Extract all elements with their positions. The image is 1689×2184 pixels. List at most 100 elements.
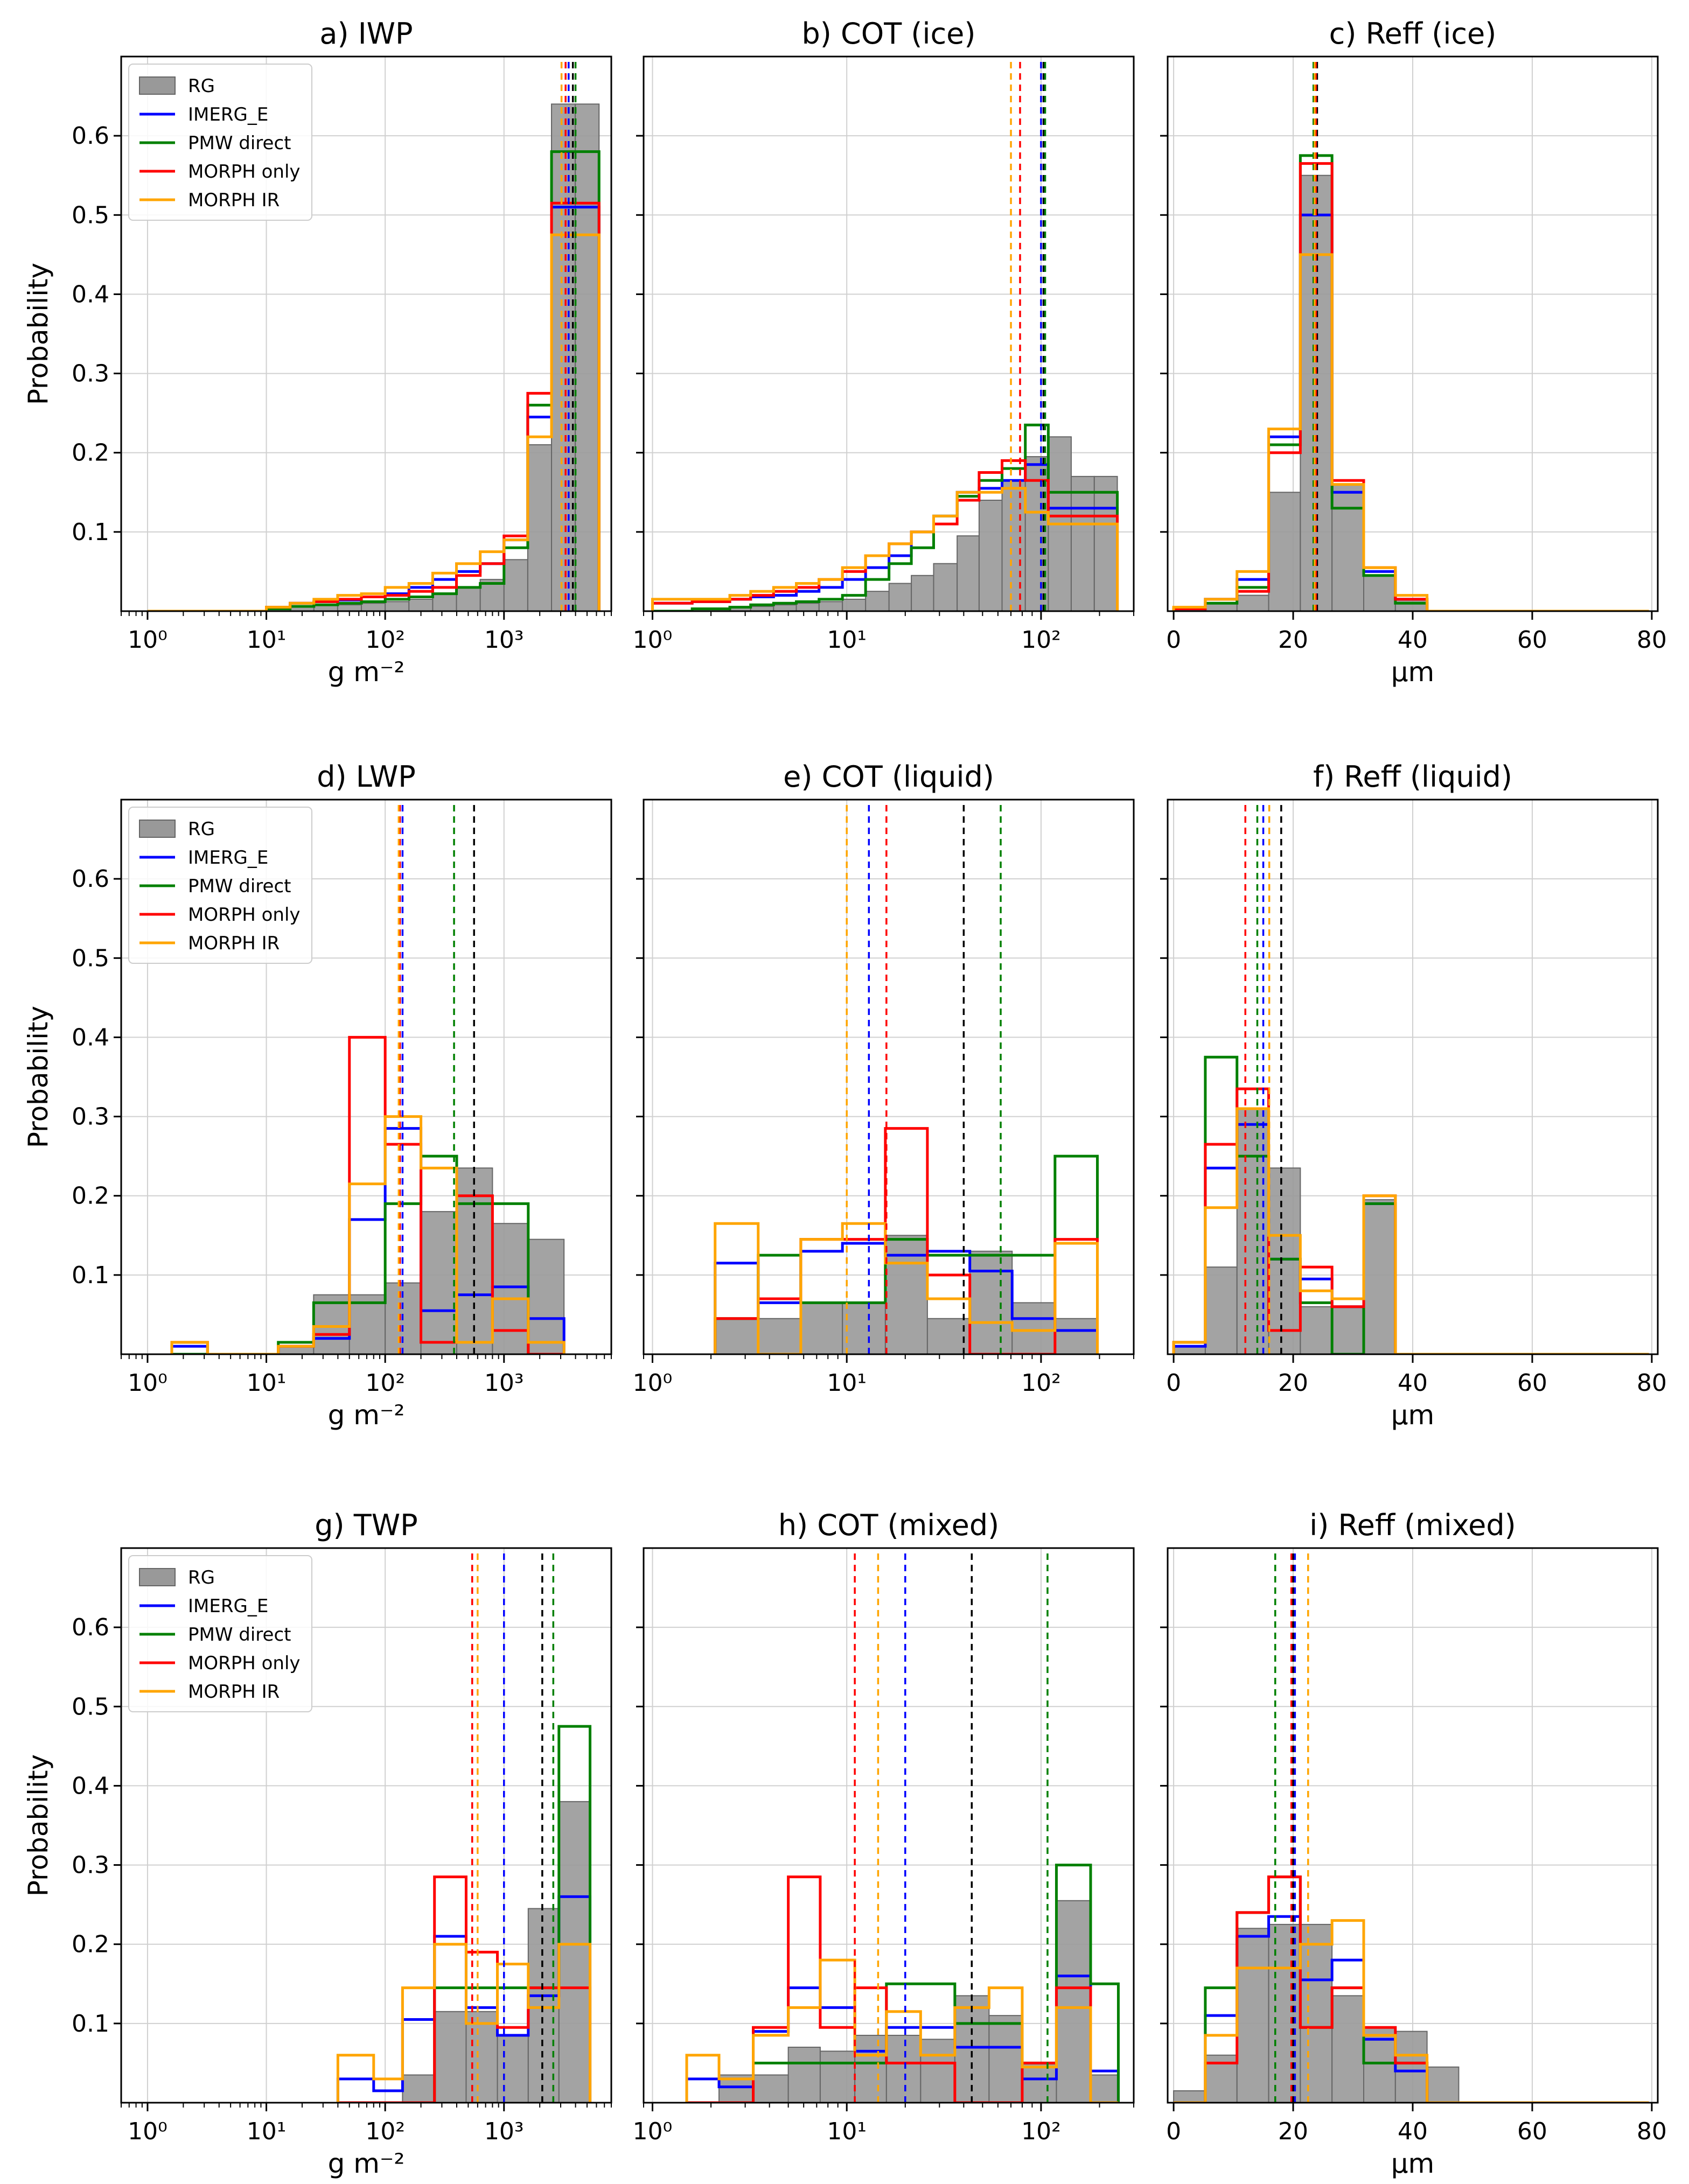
bar-rg bbox=[920, 2039, 955, 2103]
bar-rg bbox=[957, 535, 980, 611]
bar-rg bbox=[954, 1995, 990, 2103]
plot-area bbox=[147, 57, 601, 611]
bar-rg bbox=[402, 2074, 435, 2103]
bar-rg bbox=[773, 604, 797, 611]
panel-title: e) COT (liquid) bbox=[783, 760, 994, 794]
plot-area bbox=[651, 57, 1119, 611]
bar-rg bbox=[1204, 1266, 1238, 1354]
legend: RG IMERG_E PMW direct MORPH only MORPH IR bbox=[128, 1555, 312, 1712]
x-tick-label: 80 bbox=[1637, 1369, 1667, 1397]
plot-area bbox=[170, 800, 566, 1354]
bar-rg bbox=[492, 1223, 529, 1354]
bar-rg bbox=[969, 1250, 1013, 1354]
x-tick-label: 20 bbox=[1278, 2118, 1308, 2145]
plot-area bbox=[1172, 57, 1649, 611]
y-axis-label: Probability bbox=[23, 1754, 54, 1896]
legend-swatch-rg bbox=[139, 820, 176, 838]
x-tick-label: 0 bbox=[1166, 626, 1181, 654]
bar-rg bbox=[1331, 1306, 1364, 1354]
legend-label: IMERG_E bbox=[188, 104, 268, 125]
plot-area bbox=[336, 1548, 592, 2103]
y-tick-label: 0.2 bbox=[72, 1931, 109, 1958]
legend-box bbox=[128, 64, 312, 221]
bar-rg bbox=[337, 604, 362, 611]
x-tick-label: 10³ bbox=[484, 1369, 524, 1397]
chart-panel-7: 0.1 0.2 0.3 0.4 0.5 0.6 10⁰ 10¹ 10² 10³ g) TWP g m⁻… bbox=[23, 1508, 612, 2179]
x-tick-label: 10³ bbox=[484, 626, 524, 654]
x-axis-label: µm bbox=[1391, 2148, 1435, 2179]
y-tick-label: 0.3 bbox=[72, 1103, 109, 1131]
x-tick-label: 10² bbox=[365, 1369, 405, 1397]
bar-rg bbox=[465, 2011, 498, 2103]
legend-box bbox=[128, 807, 312, 964]
bar-rg bbox=[911, 575, 934, 611]
x-tick-label: 40 bbox=[1398, 1369, 1428, 1397]
bar-rg bbox=[795, 603, 820, 611]
bar-rg bbox=[1394, 2031, 1428, 2103]
chart-panel-5: 10⁰ 10¹ 10² e) COT (liquid) bbox=[633, 760, 1135, 1397]
step-pmw-direct bbox=[338, 1725, 592, 2103]
y-tick-label: 0.1 bbox=[72, 2010, 109, 2038]
grid bbox=[644, 1548, 1134, 2103]
step-imerg-e bbox=[1172, 213, 1649, 611]
x-tick-label: 20 bbox=[1278, 1369, 1308, 1397]
bar-rg bbox=[714, 1318, 759, 1354]
chart-panel-4: 0.1 0.2 0.3 0.4 0.5 0.6 10⁰ 10¹ 10² 10³ d) LWP g m⁻… bbox=[23, 760, 612, 1431]
y-tick-label: 0.4 bbox=[72, 281, 109, 308]
y-tick-label: 0.5 bbox=[72, 201, 109, 229]
bar-rg bbox=[558, 1801, 591, 2103]
y-tick-label: 0.6 bbox=[72, 1614, 109, 1641]
bar-rg bbox=[800, 1302, 843, 1354]
legend-box bbox=[128, 1555, 312, 1712]
y-tick-label: 0.1 bbox=[72, 1262, 109, 1289]
x-tick-label: 0 bbox=[1166, 1369, 1181, 1397]
bar-rg bbox=[1021, 2062, 1057, 2103]
bar-rg bbox=[865, 591, 890, 611]
legend-label: PMW direct bbox=[188, 1624, 291, 1646]
x-tick-label: 80 bbox=[1637, 626, 1667, 654]
x-tick-label: 10⁰ bbox=[128, 2118, 167, 2145]
legend-label: IMERG_E bbox=[188, 1595, 268, 1617]
legend-label: MORPH only bbox=[188, 161, 301, 183]
bar-rg bbox=[885, 2034, 922, 2103]
bar-rg bbox=[527, 444, 553, 611]
legend-label: PMW direct bbox=[188, 876, 291, 897]
x-tick-label: 10¹ bbox=[247, 1369, 287, 1397]
chart-panel-2: 10⁰ 10¹ 10² b) COT (ice) bbox=[633, 17, 1135, 654]
x-tick-label: 10² bbox=[1021, 2118, 1061, 2145]
legend-label: PMW direct bbox=[188, 132, 291, 154]
x-axis-label: µm bbox=[1391, 656, 1435, 688]
panel-title: i) Reff (mixed) bbox=[1309, 1508, 1516, 1542]
step-pmw-direct bbox=[687, 1864, 1120, 2103]
bar-rg bbox=[1268, 492, 1301, 611]
bar-rg bbox=[385, 601, 410, 611]
step-morph-ir bbox=[1172, 1107, 1649, 1354]
panel-title: g) TWP bbox=[315, 1508, 417, 1542]
bar-rg bbox=[1054, 1318, 1098, 1354]
x-tick-label: 10⁰ bbox=[633, 2118, 673, 2145]
x-tick-label: 10⁰ bbox=[128, 626, 167, 654]
step-morph-ir bbox=[1172, 253, 1649, 611]
bar-rg bbox=[1331, 1995, 1364, 2103]
bar-rg bbox=[1363, 1199, 1396, 1354]
x-tick-label: 10³ bbox=[484, 2118, 524, 2145]
bar-rg bbox=[1011, 1302, 1056, 1354]
bar-rg bbox=[361, 603, 386, 611]
y-axis-label: Probability bbox=[23, 1006, 54, 1148]
bar-rg bbox=[1090, 2074, 1119, 2103]
legend-swatch-rg bbox=[139, 1568, 176, 1586]
step-pmw-direct bbox=[652, 423, 1119, 611]
grid bbox=[1168, 57, 1658, 611]
step-imerg-e bbox=[714, 1242, 1099, 1354]
chart-panel-6: 0 20 40 60 80 f) Reff (liquid) µm bbox=[1160, 760, 1667, 1431]
y-tick-label: 0.2 bbox=[72, 1182, 109, 1210]
legend-label: RG bbox=[188, 818, 215, 840]
x-tick-label: 10² bbox=[1021, 626, 1061, 654]
step-morph-ir bbox=[714, 1222, 1099, 1354]
bar-rg bbox=[1236, 1928, 1269, 2103]
y-tick-label: 0.4 bbox=[72, 1024, 109, 1051]
panel-title: d) LWP bbox=[317, 760, 416, 794]
step-morph-ir bbox=[336, 1943, 592, 2103]
bar-rg bbox=[787, 2047, 821, 2103]
step-morph-only bbox=[1172, 1087, 1649, 1354]
